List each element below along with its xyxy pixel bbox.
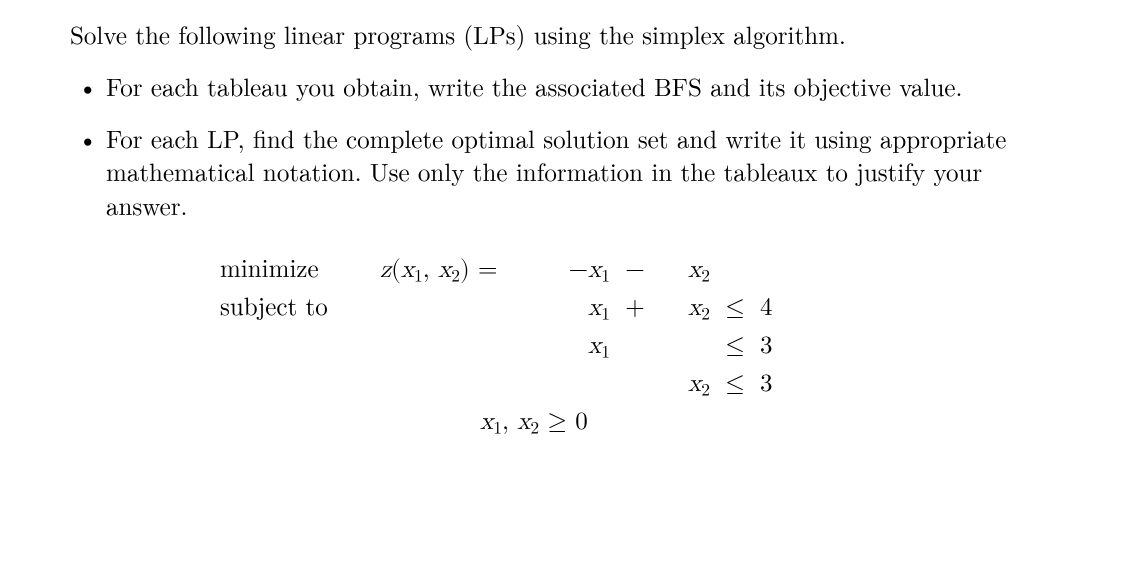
lp-formulation: minimize z(x1, x2) = −x1 − x2 subject to…: [220, 253, 1055, 441]
objective-lhs: z(x1, x2) =: [380, 253, 540, 289]
bullet-item: For each tableau you obtain, write the a…: [70, 70, 1055, 104]
intro-text: Solve the following linear programs (LPs…: [70, 18, 1055, 52]
constraint-rel: ≤: [710, 367, 760, 401]
constraint-c1: x1: [540, 291, 610, 327]
constraint-c2: x2: [660, 291, 710, 327]
nonneg-text: x1, x2 ≥ 0: [480, 405, 588, 441]
constraint-c2: x2: [660, 367, 710, 403]
constraint-c1: x1: [540, 329, 610, 365]
bullet-list: For each tableau you obtain, write the a…: [70, 70, 1055, 223]
minimize-label: minimize: [220, 253, 380, 287]
subject-to-label: subject to: [220, 291, 380, 325]
constraint-rhs: 3: [760, 367, 790, 401]
bullet-item: For each LP, find the complete optimal s…: [70, 122, 1055, 223]
constraint-op: +: [610, 291, 660, 325]
constraint-row: x1 ≤ 3: [220, 329, 1055, 365]
objective-op: −: [610, 253, 660, 287]
constraint-rhs: 4: [760, 291, 790, 325]
constraint-rel: ≤: [710, 291, 760, 325]
constraint-rhs: 3: [760, 329, 790, 363]
nonneg-row: x1, x2 ≥ 0: [220, 405, 1055, 441]
objective-row: minimize z(x1, x2) = −x1 − x2: [220, 253, 1055, 289]
objective-c1: −x1: [540, 253, 610, 289]
constraint-rel: ≤: [710, 329, 760, 363]
constraint-row: subject to x1 + x2 ≤ 4: [220, 291, 1055, 327]
objective-c2: x2: [660, 253, 710, 289]
constraint-row: x2 ≤ 3: [220, 367, 1055, 403]
